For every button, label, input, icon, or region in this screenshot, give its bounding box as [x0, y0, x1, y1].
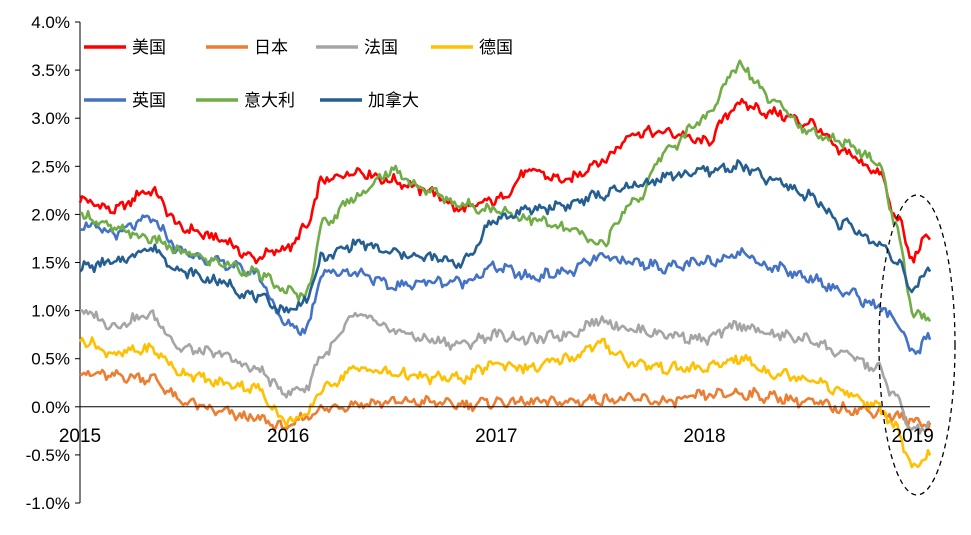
- series-line-0: [78, 97, 932, 265]
- x-tick-label: 2017: [475, 426, 517, 447]
- y-tick-label: 4.0%: [31, 13, 70, 32]
- y-tick-label: 3.0%: [31, 109, 70, 128]
- y-tick-label: 2.0%: [31, 205, 70, 224]
- series-line-3: [78, 336, 932, 469]
- y-tick-label: 0.5%: [31, 350, 70, 369]
- y-tick-label: 2.5%: [31, 157, 70, 176]
- series-line-2: [80, 308, 931, 435]
- legend-label-3: 德国: [479, 38, 513, 58]
- series-line-6: [79, 159, 932, 315]
- y-tick-label: 3.5%: [31, 61, 70, 80]
- y-tick-label: 1.0%: [31, 302, 70, 321]
- legend-label-2: 法国: [364, 38, 398, 58]
- y-tick-label: -0.5%: [26, 446, 70, 465]
- legend-label-4: 英国: [132, 91, 166, 111]
- y-tick-label: 0.0%: [31, 398, 70, 417]
- legend-label-0: 美国: [132, 38, 166, 58]
- x-tick-label: 2015: [59, 426, 101, 447]
- highlight-ellipse: [878, 194, 956, 496]
- series-lines: [78, 59, 932, 469]
- x-axis: 2015 2016 2017 2018 2019: [59, 406, 934, 447]
- y-tick-label: 1.5%: [31, 254, 70, 273]
- x-tick-label: 2016: [267, 426, 309, 447]
- x-tick-label: 2018: [683, 426, 725, 447]
- series-line-4: [79, 214, 932, 355]
- y-tick-label: -1.0%: [26, 494, 70, 513]
- legend-label-1: 日本: [254, 38, 288, 58]
- legend-label-5: 意大利: [244, 91, 295, 111]
- series-line-5: [79, 59, 932, 322]
- x-tick-label: 2019: [892, 426, 934, 447]
- legend-label-6: 加拿大: [368, 90, 419, 111]
- y-axis: 4.0% 3.5% 3.0% 2.5% 2.0% 1.5% 1.0% 0.5% 0.0% -0.5…: [26, 13, 81, 513]
